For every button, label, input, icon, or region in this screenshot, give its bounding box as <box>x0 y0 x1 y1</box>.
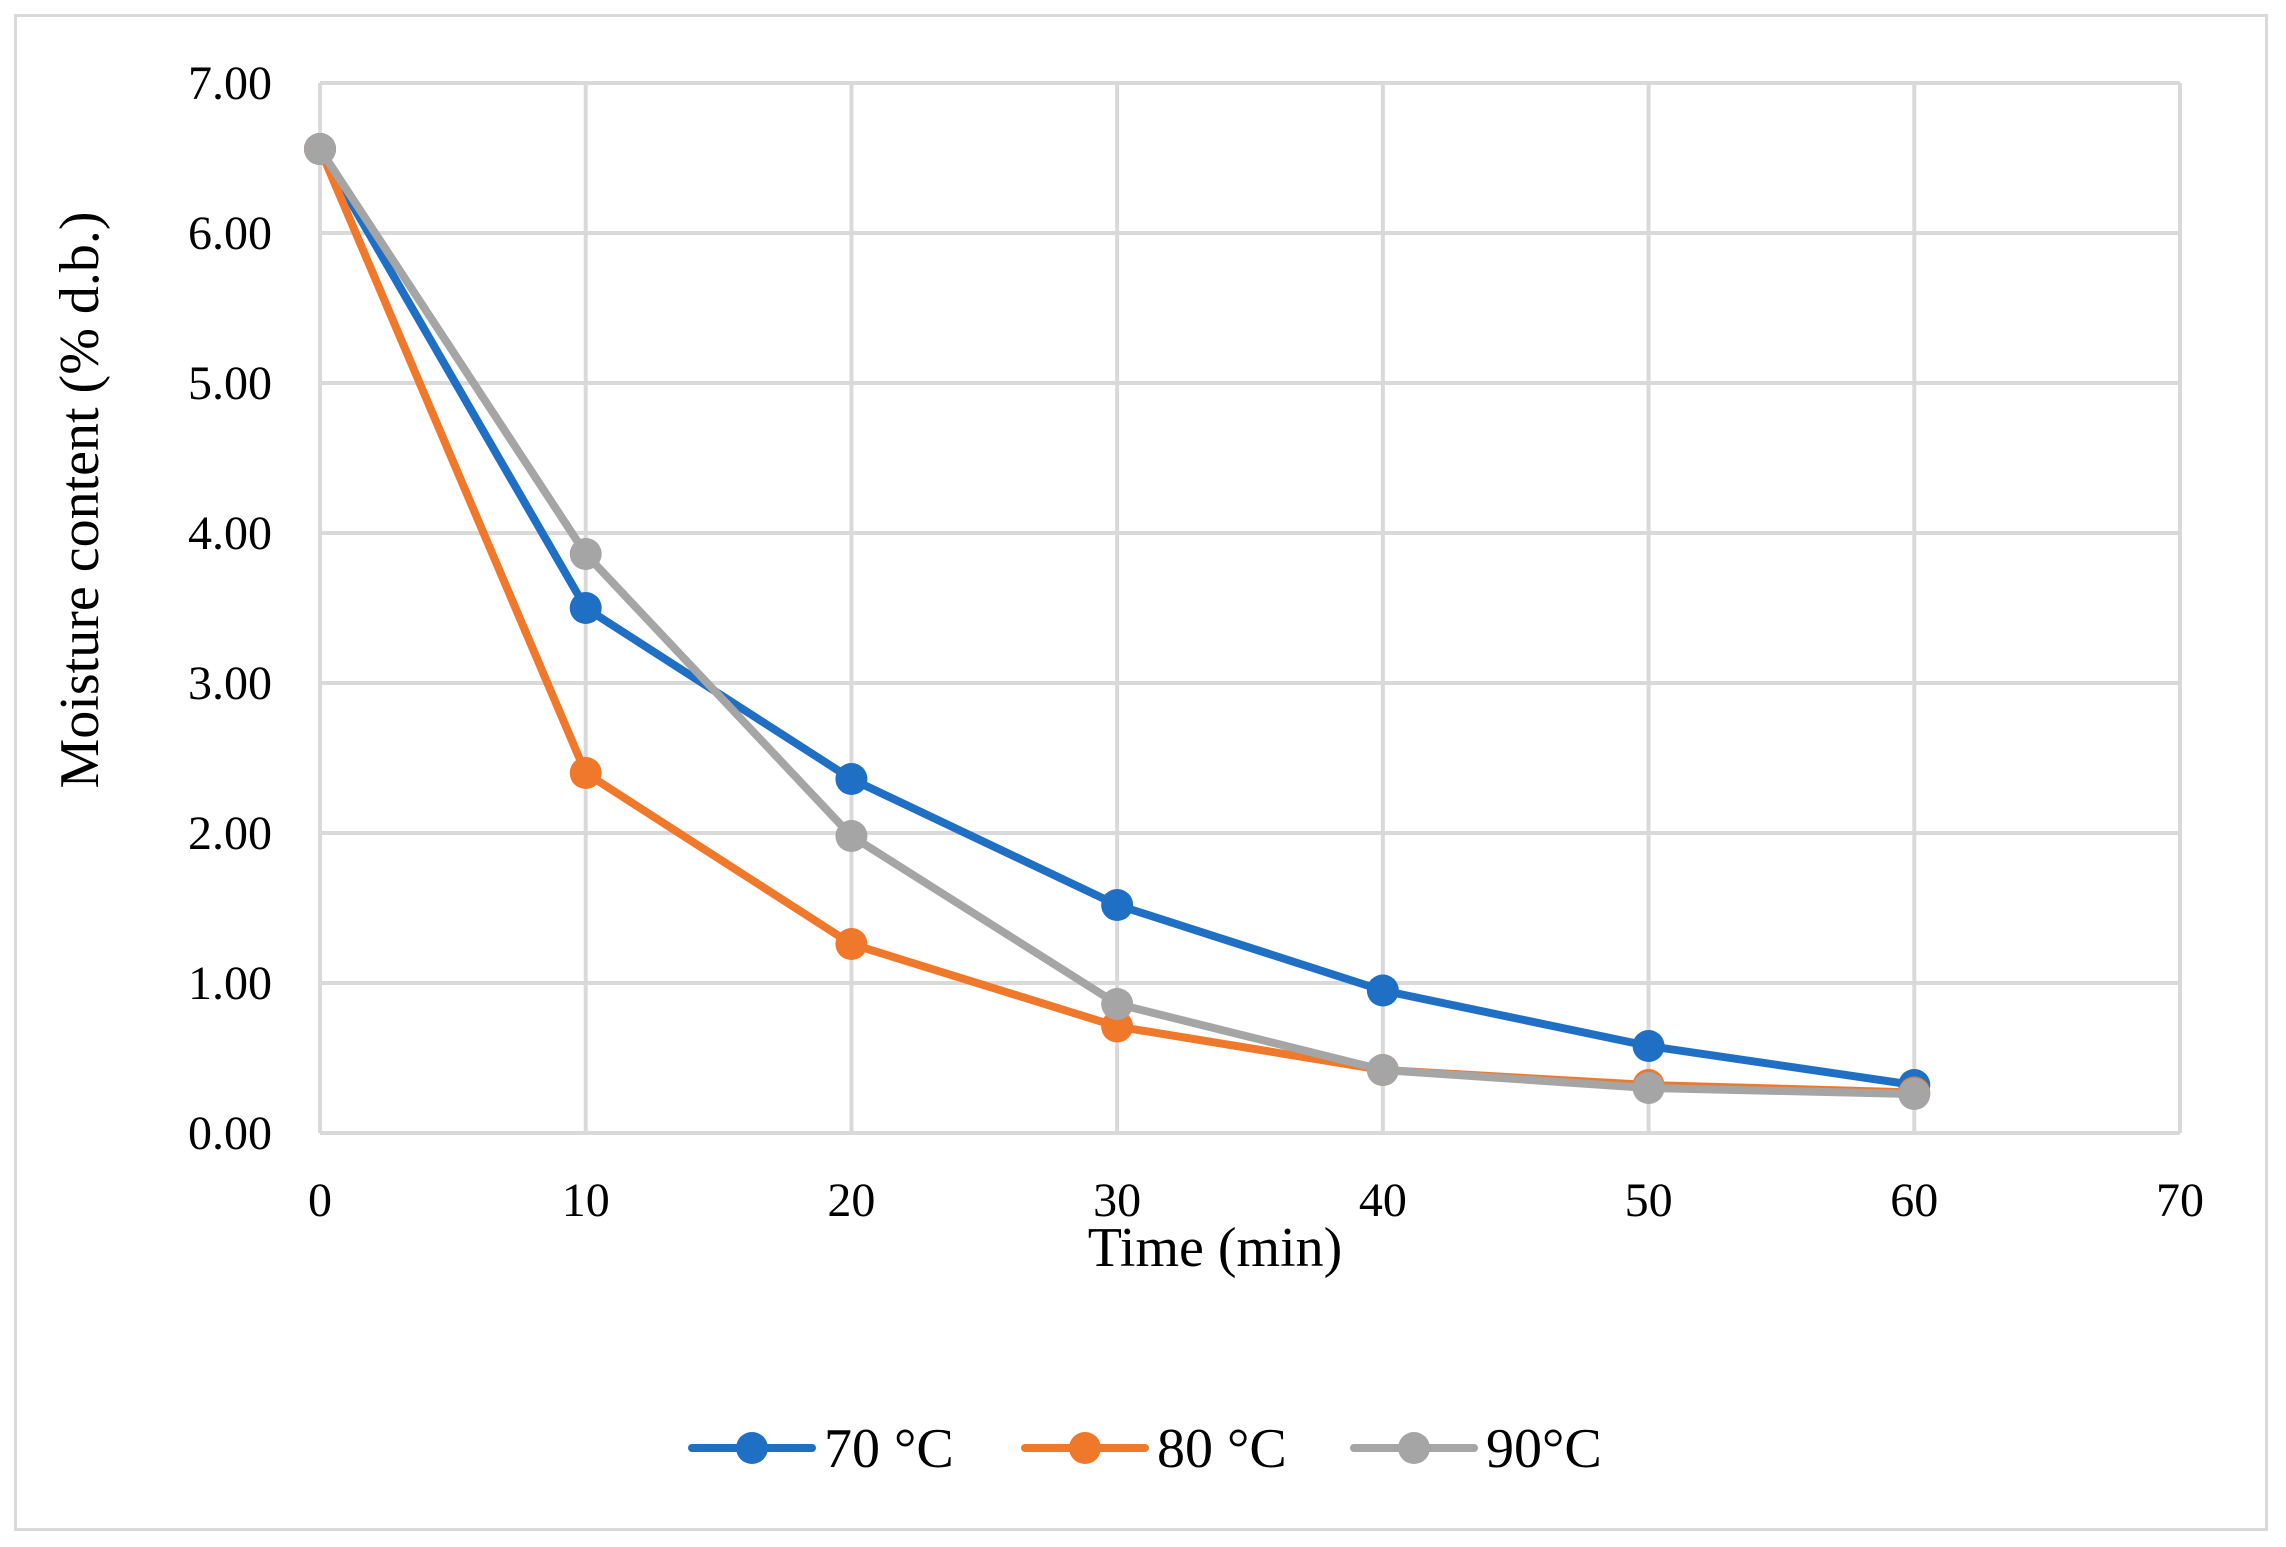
x-tick-label: 50 <box>1625 1174 1673 1227</box>
x-tick-label: 70 <box>2156 1174 2204 1227</box>
data-point <box>1101 988 1134 1020</box>
x-tick-label: 30 <box>1093 1174 1141 1227</box>
legend: 70 °C 80 °C 90°C <box>688 1418 1602 1480</box>
y-tick-label: 7.00 <box>188 57 272 110</box>
x-axis-title: Time (min) <box>1088 1217 1343 1279</box>
x-tick-label: 20 <box>827 1174 875 1227</box>
legend-entry: 90°C <box>1350 1418 1602 1480</box>
y-tick-label: 2.00 <box>188 807 272 860</box>
data-point <box>1366 974 1399 1007</box>
y-tick-label: 0.00 <box>188 1107 272 1160</box>
data-point <box>569 538 602 570</box>
series-3 <box>304 133 1931 1110</box>
data-point <box>1101 1010 1134 1043</box>
legend-label: 80 °C <box>1157 1418 1287 1480</box>
data-point <box>1366 1054 1399 1086</box>
y-axis-title: Moisture content (% d.b.) <box>49 212 111 789</box>
data-point <box>569 592 602 624</box>
y-tick-label: 6.00 <box>188 207 272 260</box>
y-axis-ticks: 0.00 1.00 2.00 3.00 4.00 5.00 6.00 7.00 <box>188 57 272 1160</box>
legend-entry: 80 °C <box>1021 1418 1287 1480</box>
data-point <box>304 133 336 165</box>
x-axis-ticks: 0 10 20 30 40 50 60 70 <box>308 1174 2204 1227</box>
x-tick-label: 0 <box>308 1174 332 1227</box>
legend-marker <box>1398 1432 1430 1464</box>
y-tick-label: 3.00 <box>188 657 272 710</box>
legend-entry: 70 °C <box>688 1418 954 1480</box>
legend-marker <box>736 1432 768 1464</box>
data-point <box>1101 889 1134 921</box>
series <box>304 133 1931 1110</box>
data-point <box>1898 1078 1931 1110</box>
data-point <box>569 757 602 789</box>
x-tick-label: 60 <box>1890 1174 1938 1227</box>
x-tick-label: 10 <box>562 1174 610 1227</box>
legend-label: 90°C <box>1486 1418 1602 1480</box>
y-tick-label: 5.00 <box>188 357 272 410</box>
y-tick-label: 1.00 <box>188 957 272 1010</box>
data-point <box>835 763 868 795</box>
y-tick-label: 4.00 <box>188 507 272 560</box>
data-point <box>1632 1072 1665 1104</box>
data-point <box>835 928 868 960</box>
legend-marker <box>1069 1432 1101 1464</box>
legend-label: 70 °C <box>824 1418 954 1480</box>
data-point <box>1632 1030 1665 1062</box>
data-point <box>835 820 868 852</box>
x-tick-label: 40 <box>1359 1174 1407 1227</box>
